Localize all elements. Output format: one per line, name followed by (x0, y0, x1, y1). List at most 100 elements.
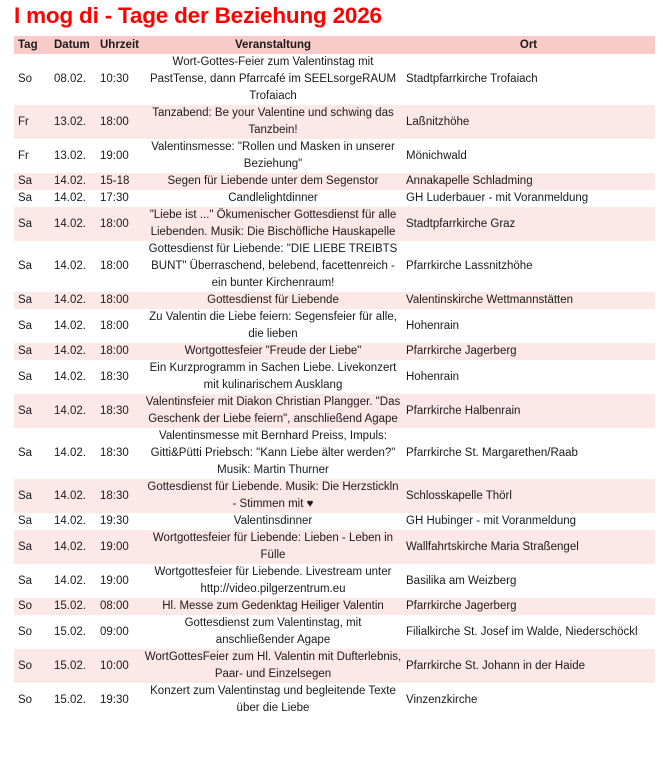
cell-tag: Sa (18, 489, 33, 502)
cell-veranstaltung: Zu Valentin die Liebe feiern: Segensfeie… (149, 311, 397, 340)
table-row: So 15.02. 10:00 WortGottesFeier zum Hl. … (14, 649, 655, 683)
table-row: Fr 13.02. 18:00 Tanzabend: Be your Valen… (14, 105, 655, 139)
cell-datum: 14.02. (54, 540, 86, 553)
cell-veranstaltung: Konzert zum Valentinstag und begleitende… (150, 685, 396, 714)
cell-veranstaltung: Wortgottesfeier "Freude der Liebe" (184, 345, 362, 357)
cell-datum: 14.02. (54, 370, 86, 383)
cell-uhrzeit: 18:30 (100, 404, 129, 417)
table-row: Sa 14.02. 15-18 Segen für Liebende unter… (14, 173, 655, 190)
cell-datum: 13.02. (54, 115, 86, 128)
table-row: Sa 14.02. 19:00 Wortgottesfeier für Lieb… (14, 530, 655, 564)
cell-tag: Sa (18, 345, 33, 357)
cell-ort: Wallfahrtskirche Maria Straßengel (406, 540, 579, 553)
cell-ort: Valentinskirche Wettmannstätten (406, 294, 574, 306)
cell-datum: 14.02. (54, 319, 86, 332)
cell-datum: 14.02. (54, 447, 86, 459)
events-table-header: Tag Datum Uhrzeit Veranstaltung Ort (14, 36, 655, 54)
table-row: So 08.02. 10:30 Wort-Gottes-Feier zum Va… (14, 54, 655, 105)
column-header-uhrzeit: Uhrzeit (96, 36, 144, 54)
page-title: I mog di - Tage der Beziehung 2026 (14, 3, 382, 28)
cell-uhrzeit: 18:00 (100, 294, 129, 306)
cell-uhrzeit: 10:30 (100, 73, 129, 85)
table-row: Sa 14.02. 18:00 "Liebe ist ..." Ökumenis… (14, 207, 655, 241)
cell-ort: Hohenrain (406, 370, 460, 383)
cell-uhrzeit: 19:00 (100, 540, 129, 553)
cell-ort: GH Hubinger - mit Voranmeldung (406, 515, 577, 527)
cell-datum: 14.02. (54, 489, 86, 502)
table-row: So 15.02. 09:00 Gottesdienst zum Valenti… (14, 615, 655, 649)
column-header-veranstaltung: Veranstaltung (144, 36, 402, 54)
cell-datum: 08.02. (54, 73, 86, 85)
cell-ort: Annakapelle Schladming (406, 175, 533, 187)
cell-uhrzeit: 18:00 (100, 115, 129, 128)
cell-ort: Laßnitzhöhe (406, 115, 470, 128)
cell-datum: 15.02. (54, 600, 86, 612)
cell-datum: 14.02. (54, 345, 86, 357)
cell-uhrzeit: 18:00 (100, 345, 129, 357)
cell-tag: Sa (18, 540, 33, 553)
cell-uhrzeit: 18:00 (100, 217, 129, 230)
cell-tag: Sa (18, 319, 33, 332)
table-row: So 15.02. 08:00 Hl. Messe zum Gedenktag … (14, 598, 655, 615)
column-header-ort: Ort (402, 36, 655, 54)
cell-datum: 14.02. (54, 515, 86, 527)
cell-uhrzeit: 18:30 (100, 447, 129, 459)
cell-uhrzeit: 08:00 (100, 600, 129, 612)
cell-tag: Sa (18, 574, 33, 587)
table-row: Sa 14.02. 18:30 Gottesdienst für Liebend… (14, 479, 655, 513)
cell-tag: Sa (18, 370, 33, 383)
table-row: Sa 14.02. 18:00 Gottesdienst für Liebend… (14, 292, 655, 309)
cell-veranstaltung: Valentinsmesse mit Bernhard Preiss, Impu… (150, 430, 396, 476)
cell-tag: Fr (18, 115, 29, 128)
cell-uhrzeit: 18:30 (100, 489, 129, 502)
cell-tag: Sa (18, 294, 33, 306)
cell-tag: Sa (18, 404, 33, 417)
events-table: Tag Datum Uhrzeit Veranstaltung Ort So 0… (14, 36, 655, 717)
table-row: Sa 14.02. 17:30 Candlelightdinner GH Lud… (14, 190, 655, 207)
cell-ort: Pfarrkirche St. Johann in der Haide (406, 659, 585, 672)
cell-datum: 14.02. (54, 217, 86, 230)
cell-veranstaltung: Gottesdienst für Liebende. Musik: Die He… (147, 481, 399, 510)
cell-uhrzeit: 17:30 (100, 192, 129, 204)
cell-ort: Schlosskapelle Thörl (406, 489, 512, 502)
cell-ort: Pfarrkirche Jagerberg (406, 345, 517, 357)
cell-ort: Pfarrkirche Halbenrain (406, 404, 521, 417)
cell-veranstaltung: Wort-Gottes-Feier zum Valentinstag mit P… (149, 56, 397, 102)
cell-ort: Stadtpfarrkirche Trofaiach (406, 73, 538, 85)
table-row: Sa 14.02. 18:00 Gottesdienst für Liebend… (14, 241, 655, 292)
table-row: Sa 14.02. 18:00 Wortgottesfeier "Freude … (14, 343, 655, 360)
cell-datum: 14.02. (54, 175, 86, 187)
table-row: Sa 14.02. 18:30 Valentinsmesse mit Bernh… (14, 428, 655, 479)
cell-datum: 14.02. (54, 260, 86, 272)
cell-veranstaltung: Hl. Messe zum Gedenktag Heiliger Valenti… (162, 600, 384, 612)
cell-uhrzeit: 18:00 (100, 319, 129, 332)
cell-datum: 15.02. (54, 659, 86, 672)
cell-tag: Sa (18, 260, 33, 272)
table-row: Sa 14.02. 19:00 Wortgottesfeier für Lieb… (14, 564, 655, 598)
cell-tag: So (18, 659, 33, 672)
cell-veranstaltung: Segen für Liebende unter dem Segenstor (167, 175, 379, 187)
header-row: Tag Datum Uhrzeit Veranstaltung Ort (14, 36, 655, 54)
cell-tag: Sa (18, 447, 33, 459)
cell-datum: 15.02. (54, 625, 86, 638)
cell-datum: 14.02. (54, 574, 86, 587)
cell-datum: 14.02. (54, 404, 86, 417)
cell-tag: So (18, 73, 33, 85)
cell-veranstaltung: Candlelightdinner (228, 192, 318, 204)
cell-uhrzeit: 15-18 (100, 175, 130, 187)
cell-veranstaltung: Tanzabend: Be your Valentine und schwing… (152, 107, 394, 136)
cell-ort: Basilika am Weizberg (406, 574, 517, 587)
cell-datum: 13.02. (54, 149, 86, 162)
cell-veranstaltung: Gottesdienst für Liebende: "DIE LIEBE TR… (148, 243, 398, 289)
cell-veranstaltung: Valentinsmesse: "Rollen und Masken in un… (151, 141, 395, 170)
cell-ort: Pfarrkirche Lassnitzhöhe (406, 260, 533, 272)
cell-veranstaltung: Wortgottesfeier für Liebende: Lieben - L… (152, 532, 394, 561)
table-row: Sa 14.02. 18:30 Valentinsfeier mit Diako… (14, 394, 655, 428)
cell-ort: Pfarrkirche Jagerberg (406, 600, 517, 612)
cell-ort: GH Luderbauer - mit Voranmeldung (406, 192, 589, 204)
cell-ort: Pfarrkirche St. Margarethen/Raab (406, 447, 578, 459)
cell-veranstaltung: Gottesdienst für Liebende (207, 294, 339, 306)
cell-tag: So (18, 600, 33, 612)
table-row: Sa 14.02. 18:00 Zu Valentin die Liebe fe… (14, 309, 655, 343)
table-row: So 15.02. 19:30 Konzert zum Valentinstag… (14, 683, 655, 717)
